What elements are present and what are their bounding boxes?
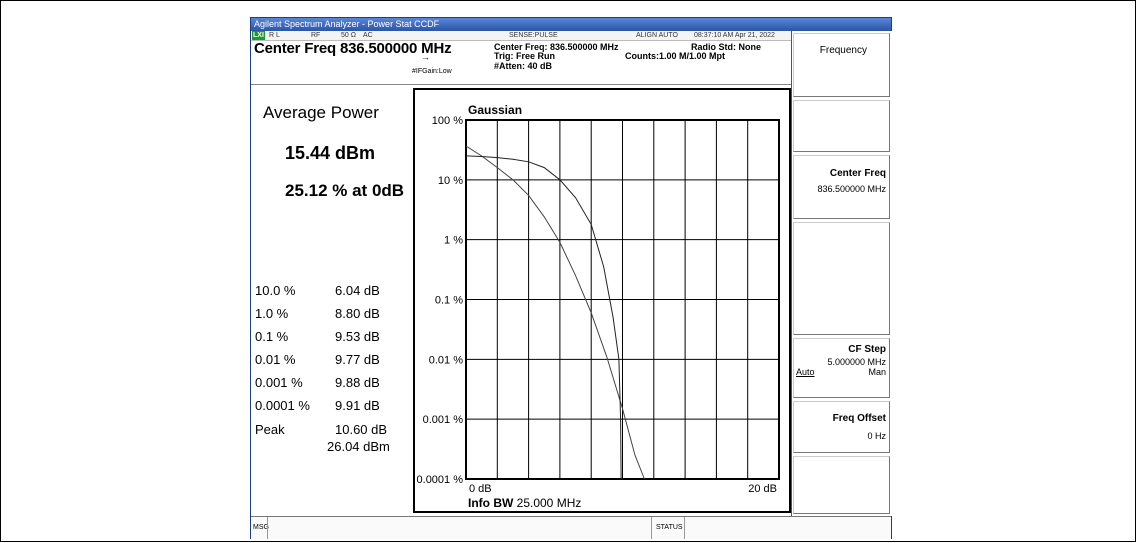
stat-db: 9.88 dB: [335, 375, 380, 390]
lxi-badge: LXI: [252, 31, 265, 40]
window-title: Agilent Spectrum Analyzer - Power Stat C…: [251, 18, 891, 31]
cf-step-value: 5.000000 MHz: [827, 357, 886, 367]
analyzer-window: Agilent Spectrum Analyzer - Power Stat C…: [250, 17, 892, 539]
y-tick-label: 0.0001 %: [417, 474, 464, 486]
center-freq-title: Center Freq 836.500000 MHz: [254, 40, 452, 57]
menu-title: Frequency: [819, 45, 867, 56]
cf-step-softkey[interactable]: CF Step 5.000000 MHz Auto Man: [793, 338, 890, 398]
freq-offset-value: 0 Hz: [867, 431, 886, 441]
average-power-title: Average Power: [263, 103, 379, 122]
softkey-blank[interactable]: [793, 456, 890, 514]
average-power-value: 15.44 dBm: [285, 143, 376, 163]
ccdf-graph-pane: 100 % 10 % 1 % 0.1 % 0.01 % 0.001 % 0.0001 % Ga…: [413, 88, 791, 513]
softkey-blank[interactable]: [793, 100, 890, 152]
trig-arrow-icon: →: [421, 52, 430, 62]
y-tick-label: 10 %: [438, 175, 463, 187]
header-trig: Trig: Free Run: [494, 51, 556, 61]
stat-pct: 0.01 %: [255, 352, 296, 367]
rl-indicator: R L: [269, 32, 280, 39]
y-tick-label: 1 %: [444, 235, 463, 247]
center-freq-softkey-value: 836.500000 MHz: [817, 184, 886, 194]
y-tick-label: 0.01 %: [429, 354, 463, 366]
stat-db: 9.91 dB: [335, 398, 380, 413]
softkey-blank[interactable]: [793, 222, 890, 335]
center-freq-softkey-label: Center Freq: [829, 168, 886, 179]
freq-offset-label: Freq Offset: [832, 413, 886, 424]
stat-pct: 1.0 %: [255, 306, 289, 321]
sense-indicator: SENSE:PULSE: [509, 32, 558, 39]
trace-gaussian: [465, 145, 645, 480]
stat-db: 6.04 dB: [335, 283, 380, 298]
trace-measured: [465, 155, 623, 480]
y-tick-label: 100 %: [432, 115, 463, 127]
timestamp: 08:37:10 AM Apr 21, 2022: [694, 32, 775, 39]
header-radio-std: Radio Std: None: [691, 42, 761, 52]
softkey-panel: Frequency Center Freq 836.500000 MHz CF …: [791, 31, 892, 516]
results-panel: Average Power 15.44 dBm 25.12 % at 0dB 1…: [251, 85, 413, 515]
impedance-indicator: 50 Ω: [341, 32, 356, 39]
cf-step-auto: Auto: [796, 367, 815, 377]
status-divider: [684, 517, 685, 539]
header-ifgain: #IFGain:Low: [412, 68, 452, 75]
coupling-indicator: AC: [363, 32, 373, 39]
stat-db: 8.80 dB: [335, 306, 380, 321]
align-indicator: ALIGN AUTO: [636, 32, 678, 39]
msg-label: MSG: [253, 524, 269, 531]
y-tick-label: 0.001 %: [423, 414, 464, 426]
pct-at-0db: 25.12 % at 0dB: [285, 181, 405, 200]
ccdf-chart: 100 % 10 % 1 % 0.1 % 0.01 % 0.001 % 0.0001 % Ga…: [417, 103, 780, 510]
header-center-freq: Center Freq: 836.500000 MHz: [494, 42, 619, 52]
header-separator: [251, 84, 791, 85]
x-end-label: 20 dB: [748, 483, 777, 495]
rf-indicator: RF: [311, 32, 321, 39]
x-start-label: 0 dB: [469, 483, 492, 495]
stat-db: 9.53 dB: [335, 329, 380, 344]
center-freq-softkey[interactable]: Center Freq 836.500000 MHz: [793, 155, 890, 219]
header-counts: Counts:1.00 M/1.00 Mpt: [625, 51, 726, 61]
peak-power: 26.04 dBm: [327, 439, 390, 454]
info-bw-label: Info BW 25.000 MHz: [468, 496, 581, 510]
stat-pct: 10.0 %: [255, 283, 296, 298]
stat-db: 9.77 dB: [335, 352, 380, 367]
chart-title: Gaussian: [468, 103, 522, 117]
stat-pct: 0.001 %: [255, 375, 303, 390]
stat-db: 10.60 dB: [335, 422, 388, 437]
cf-step-label: CF Step: [848, 344, 886, 355]
control-bar: LXI R L RF 50 Ω AC SENSE:PULSE ALIGN AUT…: [251, 31, 791, 41]
y-tick-label: 0.1 %: [435, 295, 463, 307]
stat-pct: 0.0001 %: [255, 398, 310, 413]
header-atten: #Atten: 40 dB: [494, 61, 553, 71]
freq-offset-softkey[interactable]: Freq Offset 0 Hz: [793, 401, 890, 453]
status-label: STATUS: [656, 524, 683, 531]
status-bar: MSG STATUS: [251, 516, 891, 539]
stat-pct: 0.1 %: [255, 329, 289, 344]
softkey-menu-title: Frequency: [793, 33, 890, 97]
status-divider: [267, 517, 268, 539]
stat-pct: Peak: [255, 422, 285, 437]
cf-step-man: Man: [868, 367, 886, 377]
status-divider: [651, 517, 652, 539]
